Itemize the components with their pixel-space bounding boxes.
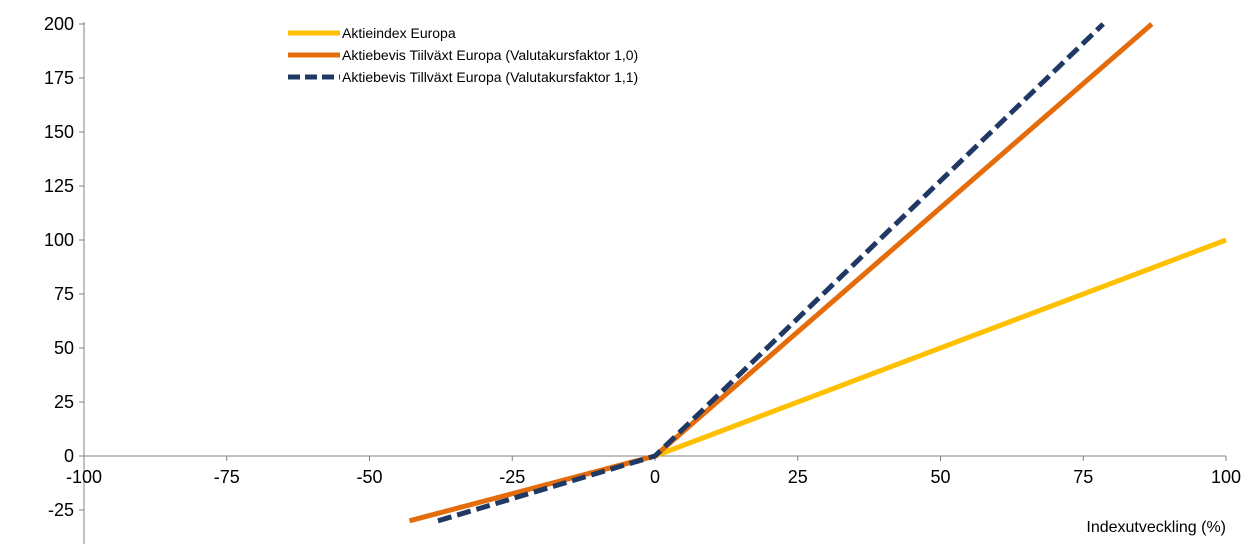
series-line-1: [654, 237, 1227, 459]
series-line-2: [408, 22, 1154, 524]
y-tick-label: 200: [44, 14, 74, 34]
y-tick-label: -25: [48, 500, 74, 520]
legend: Aktieindex Europa Aktiebevis Tiilväxt Eur…: [288, 25, 638, 85]
legend-label-2: Aktiebevis Tiilväxt Europa (Valutakursfa…: [342, 47, 638, 63]
x-axis-title: Indexutveckling (%): [1086, 519, 1226, 536]
y-tick-label: 100: [44, 230, 74, 250]
x-tick-label: -25: [499, 467, 525, 487]
x-tick-label: 100: [1211, 467, 1241, 487]
x-tick-label: 50: [930, 467, 950, 487]
y-tick-label: 125: [44, 176, 74, 196]
series-line-3: [437, 22, 1105, 524]
y-tick-label: 50: [54, 338, 74, 358]
y-tick-label: 75: [54, 284, 74, 304]
axes: 200 175 150 125 100 75 50 25 0 -25 -100 -75 -50 -25 0 2…: [44, 14, 1241, 544]
y-tick-label: 25: [54, 392, 74, 412]
x-tick-label: 0: [650, 467, 660, 487]
y-tick-label: 0: [64, 446, 74, 466]
legend-label-3: Aktiebevis Tillväxt Europa (Valutakursfa…: [342, 69, 638, 85]
x-tick-label: 75: [1073, 467, 1093, 487]
x-tick-label: -100: [66, 467, 102, 487]
x-tick-label: -50: [356, 467, 382, 487]
y-tick-label: 150: [44, 122, 74, 142]
series-layer: [408, 22, 1227, 524]
x-tick-label: -75: [214, 467, 240, 487]
legend-label-1: Aktieindex Europa: [342, 25, 456, 41]
x-tick-label: 25: [788, 467, 808, 487]
y-tick-label: 175: [44, 68, 74, 88]
